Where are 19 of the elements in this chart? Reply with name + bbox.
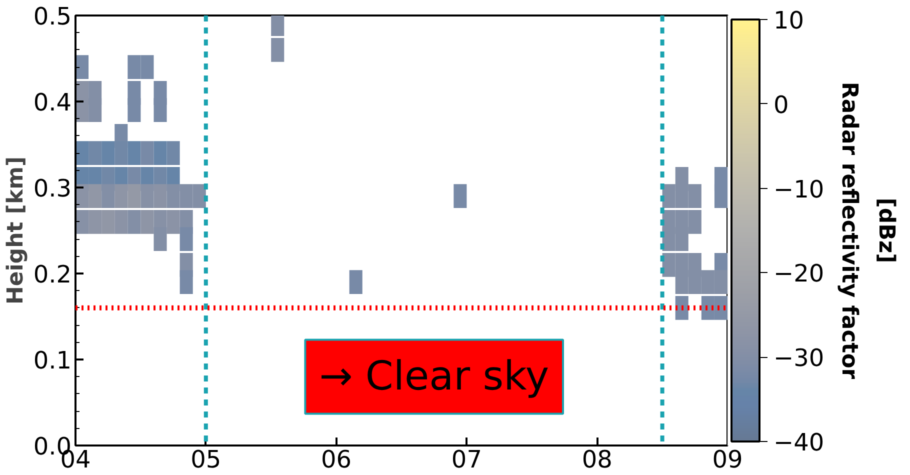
y-tick-label: 0.1 [33,346,72,374]
y-axis-title: Height [km] [3,156,28,305]
y-tick-label: 0.3 [33,174,72,202]
y-tick-label: 0.2 [33,260,72,288]
color-bar-label: −20 [774,260,824,288]
color-bar-label: 10 [774,6,804,34]
color-bar-label: −10 [774,175,824,204]
y-tick-label: 0.5 [33,2,72,30]
y-tick-label: 0.4 [33,88,72,116]
x-tick-label: 08 [582,446,612,474]
x-tick-label: 06 [321,446,352,474]
color-bar-label: −30 [774,344,824,372]
color-bar-label: 0 [774,90,789,119]
x-tick-label: 05 [190,446,222,474]
annotation: → Clear sky [319,354,550,400]
x-tick-label: 07 [451,446,482,474]
color-bar-title: Radar reflectivity factor [dBz] [836,82,898,380]
color-bar-label: −40 [774,428,824,456]
x-tick-label: 09 [712,446,743,474]
